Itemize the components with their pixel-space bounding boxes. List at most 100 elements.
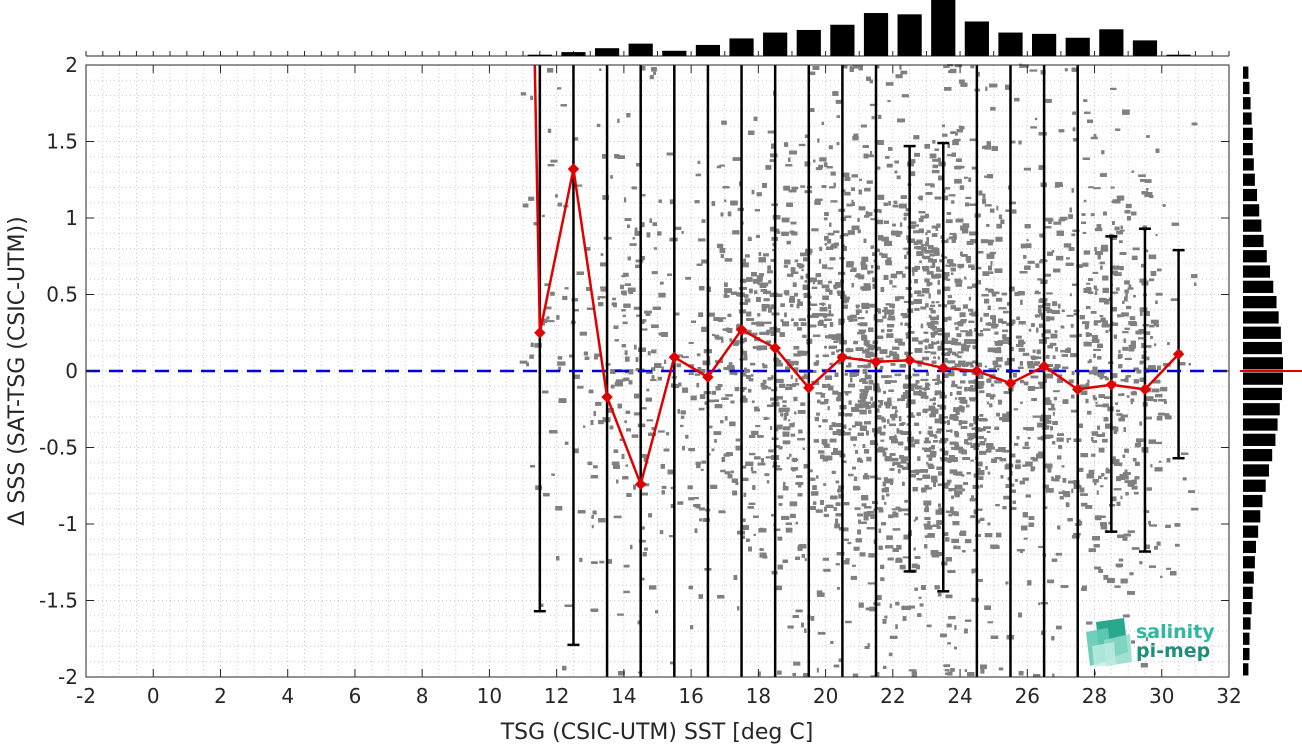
scatter-point: [971, 597, 980, 602]
scatter-point: [672, 384, 680, 389]
scatter-point: [987, 621, 993, 624]
scatter-point: [1154, 441, 1163, 445]
scatter-point: [700, 468, 704, 471]
scatter-point: [1080, 453, 1089, 458]
scatter-point: [831, 470, 836, 475]
scatter-point: [626, 410, 631, 414]
scatter-point: [842, 527, 849, 532]
scatter-point: [1071, 488, 1074, 494]
scatter-point: [888, 514, 893, 519]
scatter-point: [971, 166, 977, 170]
scatter-point: [1014, 291, 1020, 297]
scatter-point: [979, 484, 983, 488]
scatter-point: [1157, 412, 1165, 416]
scatter-point: [1034, 314, 1040, 318]
scatter-point: [646, 419, 654, 422]
scatter-point: [751, 400, 755, 404]
scatter-point: [908, 669, 917, 672]
scatter-point: [945, 537, 950, 542]
scatter-point: [786, 359, 791, 363]
scatter-point: [902, 456, 908, 462]
scatter-point: [1001, 292, 1008, 296]
scatter-point: [742, 372, 747, 377]
scatter-point: [918, 217, 924, 223]
scatter-point: [823, 217, 828, 221]
scatter-point: [769, 226, 777, 232]
scatter-point: [914, 439, 920, 444]
scatter-point: [699, 518, 703, 522]
scatter-point: [750, 466, 754, 472]
scatter-point: [1091, 431, 1099, 436]
scatter-point: [1116, 413, 1123, 416]
scatter-point: [869, 440, 878, 446]
scatter-point: [994, 331, 999, 335]
scatter-point: [985, 86, 988, 91]
scatter-point: [815, 273, 822, 278]
scatter-point: [847, 541, 852, 545]
scatter-point: [951, 200, 955, 204]
scatter-point: [924, 345, 928, 350]
scatter-point: [853, 444, 856, 447]
scatter-point: [938, 414, 943, 419]
scatter-point: [951, 380, 956, 385]
scatter-point: [955, 411, 960, 415]
scatter-point: [878, 404, 882, 408]
scatter-point: [1086, 621, 1093, 625]
scatter-point: [905, 352, 911, 358]
scatter-point: [1120, 495, 1123, 500]
scatter-point: [794, 292, 798, 297]
scatter-point: [852, 65, 859, 69]
scatter-point: [1002, 506, 1007, 510]
scatter-point: [1052, 411, 1055, 416]
scatter-point: [958, 125, 962, 129]
scatter-point: [995, 503, 1000, 507]
scatter-point: [930, 475, 938, 480]
scatter-point: [925, 232, 928, 236]
scatter-point: [847, 230, 855, 235]
scatter-point: [557, 356, 563, 360]
scatter-point: [1082, 262, 1089, 267]
scatter-point: [818, 258, 822, 264]
scatter-point: [767, 130, 775, 134]
scatter-point: [1051, 558, 1058, 562]
scatter-point: [970, 65, 975, 69]
scatter-point: [1022, 352, 1030, 356]
scatter-point: [950, 429, 953, 433]
scatter-point: [697, 366, 702, 372]
scatter-point: [1145, 396, 1154, 402]
scatter-point: [699, 394, 706, 400]
scatter-point: [1140, 311, 1143, 317]
scatter-point: [891, 508, 898, 511]
scatter-point: [528, 196, 535, 201]
scatter-point: [747, 388, 752, 393]
scatter-point: [887, 100, 891, 103]
scatter-point: [1096, 490, 1099, 495]
scatter-point: [886, 163, 893, 168]
scatter-point: [1098, 568, 1103, 573]
scatter-point: [916, 251, 924, 257]
scatter-point: [799, 252, 808, 257]
scatter-point: [811, 286, 818, 290]
scatter-point: [904, 266, 910, 270]
scatter-point: [790, 221, 797, 225]
scatter-point: [918, 430, 922, 435]
scatter-point: [748, 502, 756, 506]
scatter-point: [1162, 204, 1166, 207]
scatter-point: [994, 340, 1003, 345]
scatter-point: [950, 667, 955, 672]
scatter-point: [983, 298, 990, 304]
scatter-point: [929, 304, 936, 307]
scatter-point: [648, 585, 657, 590]
scatter-point: [713, 317, 720, 322]
scatter-point: [800, 275, 804, 280]
scatter-point: [845, 620, 852, 624]
scatter-point: [1139, 421, 1143, 426]
scatter-point: [1099, 265, 1103, 270]
scatter-point: [1043, 273, 1052, 277]
scatter-point: [1013, 442, 1019, 446]
scatter-point: [904, 499, 908, 503]
scatter-point: [695, 173, 702, 177]
scatter-point: [804, 558, 807, 562]
scatter-point: [914, 307, 920, 311]
scatter-point: [911, 224, 920, 227]
